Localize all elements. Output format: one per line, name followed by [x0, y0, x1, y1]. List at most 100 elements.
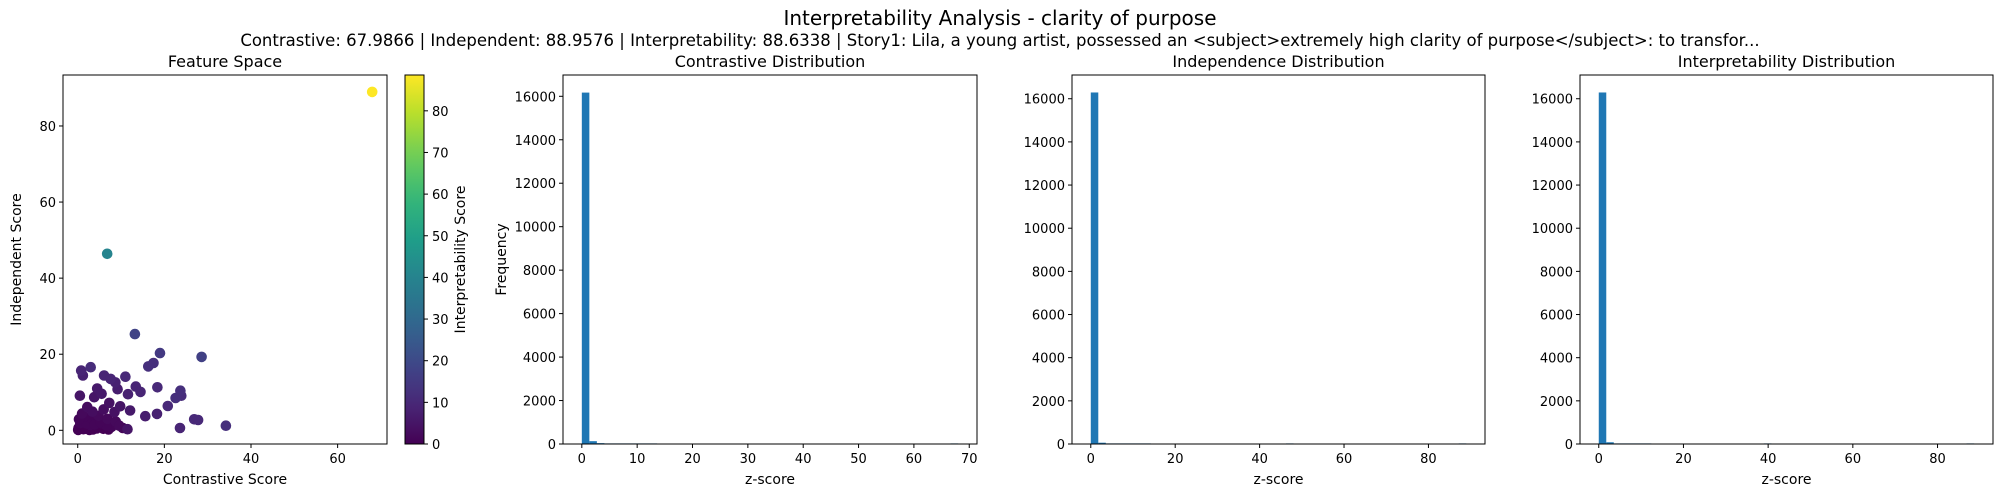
y-tick-label: 12000: [515, 177, 556, 192]
axes-frame: [62, 74, 388, 445]
y-tick-label: 10000: [1024, 222, 1065, 237]
x-tick-label: 40: [1251, 452, 1268, 467]
y-tick-label: 0: [548, 438, 556, 453]
x-tick-label: 40: [1760, 452, 1777, 467]
figure-title: Interpretability Analysis - clarity of p…: [783, 6, 1217, 30]
scatter-point: [85, 361, 96, 373]
x-tick-label: 70: [961, 452, 978, 467]
scatter-point: [196, 351, 207, 363]
scatter-point: [114, 401, 126, 412]
scatter-point: [74, 390, 86, 402]
x-tick-label: 50: [850, 452, 867, 467]
colorbar-tick-label: 70: [432, 146, 449, 161]
y-tick-label: 4000: [1540, 352, 1573, 367]
x-tick-label: 40: [795, 452, 812, 467]
scatter-point: [122, 423, 133, 435]
y-tick-label: 6000: [523, 308, 556, 323]
histogram-bar: [1598, 92, 1607, 444]
colorbar-label: Interpretability Score: [453, 186, 469, 334]
axes-frame: [562, 74, 978, 445]
x-tick-label: 20: [684, 452, 701, 467]
scatter-point: [87, 406, 98, 418]
x-tick-label: 0: [74, 452, 82, 467]
x-tick-label: 30: [740, 452, 757, 467]
x-tick-label: 20: [156, 452, 173, 467]
panel-title: Independence Distribution: [1172, 52, 1384, 71]
scatter-point: [129, 328, 141, 340]
scatter-point: [151, 408, 163, 420]
y-tick-label: 80: [39, 120, 56, 135]
x-tick-label: 60: [906, 452, 923, 467]
scatter-point: [154, 347, 166, 359]
y-tick-label: 16000: [1024, 93, 1065, 108]
y-tick-label: 0: [48, 424, 56, 439]
scatter-point: [140, 410, 151, 422]
scatter-point: [192, 414, 204, 426]
x-tick-label: 0: [578, 452, 586, 467]
y-axis-label: Independent Score: [9, 193, 25, 325]
scatter-point: [175, 385, 186, 397]
y-tick-label: 16000: [1532, 93, 1573, 108]
y-tick-label: 6000: [1032, 309, 1065, 324]
panel-title: Feature Space: [168, 52, 282, 71]
y-tick-label: 4000: [523, 351, 556, 366]
y-tick-label: 14000: [515, 134, 556, 149]
x-tick-label: 20: [1167, 452, 1184, 467]
colorbar-tick-label: 0: [432, 438, 440, 453]
y-tick-label: 0: [1057, 438, 1065, 453]
colorbar: [404, 74, 425, 445]
x-tick-label: 40: [243, 452, 260, 467]
y-tick-label: 14000: [1532, 136, 1573, 151]
y-tick-label: 4000: [1032, 352, 1065, 367]
scatter-point: [135, 386, 146, 398]
scatter-point: [104, 397, 115, 409]
y-tick-label: 40: [39, 272, 56, 287]
colorbar-tick-label: 50: [432, 230, 449, 245]
y-tick-label: 16000: [515, 90, 556, 105]
colorbar-tick-label: 80: [432, 105, 449, 120]
y-tick-label: 8000: [1032, 265, 1065, 280]
x-axis-label: z-score: [1761, 472, 1811, 488]
y-tick-label: 14000: [1024, 136, 1065, 151]
y-tick-label: 8000: [1540, 265, 1573, 280]
scatter-point: [114, 420, 125, 432]
x-tick-label: 60: [329, 452, 346, 467]
scatter-point: [122, 388, 134, 400]
scatter-point: [101, 248, 113, 260]
y-tick-label: 20: [39, 348, 56, 363]
y-tick-label: 60: [39, 196, 56, 211]
x-tick-label: 0: [1087, 452, 1095, 467]
x-tick-label: 80: [1420, 452, 1437, 467]
x-tick-label: 10: [629, 452, 646, 467]
scatter-point: [124, 405, 136, 416]
histogram-bar: [581, 92, 590, 444]
x-axis-label: z-score: [1253, 472, 1303, 488]
figure-subtitle: Contrastive: 67.9866 | Independent: 88.9…: [240, 31, 1760, 50]
scatter-point: [143, 361, 154, 372]
y-axis-label: Frequency: [494, 223, 510, 295]
colorbar-tick-label: 20: [432, 355, 449, 370]
y-tick-label: 10000: [515, 221, 556, 236]
x-tick-label: 20: [1675, 452, 1692, 467]
y-tick-label: 8000: [523, 264, 556, 279]
scatter-point: [220, 420, 232, 432]
scatter-point: [152, 382, 163, 393]
x-tick-label: 60: [1336, 452, 1353, 467]
x-tick-label: 80: [1929, 452, 1946, 467]
y-tick-label: 0: [1565, 438, 1573, 453]
colorbar-tick-label: 60: [432, 188, 449, 203]
colorbar-tick-label: 30: [432, 313, 449, 328]
x-axis-label: z-score: [745, 472, 795, 488]
y-tick-label: 12000: [1532, 179, 1573, 194]
scatter-point: [174, 422, 186, 434]
scatter-point: [105, 373, 116, 385]
colorbar-tick-label: 40: [432, 271, 449, 286]
histogram-bar: [589, 441, 597, 444]
panel-title: Interpretability Distribution: [1678, 52, 1896, 71]
x-tick-label: 0: [1595, 452, 1603, 467]
y-tick-label: 6000: [1540, 309, 1573, 324]
colorbar-tick-label: 10: [432, 396, 449, 411]
panel-title: Contrastive Distribution: [675, 52, 866, 71]
